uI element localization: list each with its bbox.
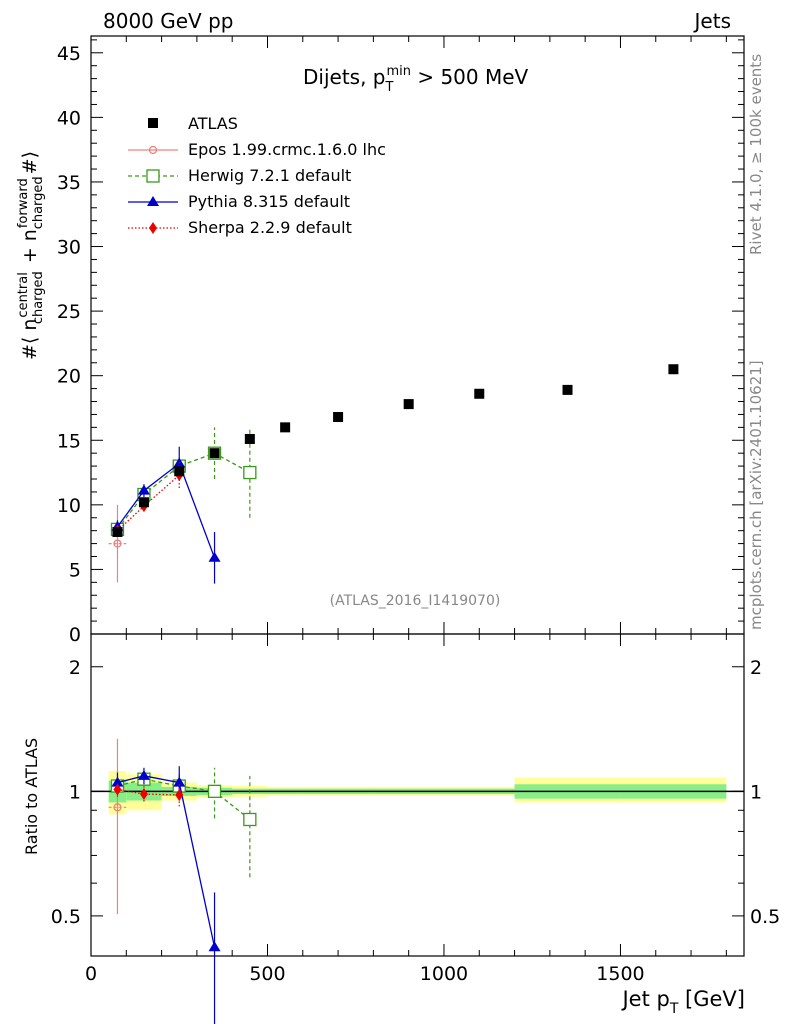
ratio-bands — [91, 770, 744, 815]
xtick-label: 0 — [85, 963, 97, 985]
main-point-atlas — [209, 448, 220, 459]
ratio-ytick-label: 1 — [69, 781, 81, 803]
main-point-herwig — [243, 465, 257, 480]
ratio-point-herwig — [207, 784, 222, 798]
main-point-atlas — [112, 526, 123, 537]
ratio-ytick-label-right: 0.5 — [750, 906, 780, 928]
ratio-series-pythia — [111, 766, 221, 1024]
ratio-ytick-label-right: 2 — [750, 657, 762, 679]
main-point-atlas — [138, 497, 149, 508]
ratio-point-pythia — [111, 776, 124, 787]
legend-marker-atlas — [148, 118, 158, 128]
main-ytick-label: 15 — [57, 430, 81, 452]
ratio-ytick-label-right: 1 — [750, 781, 762, 803]
analysis-watermark: (ATLAS_2016_I1419070) — [330, 593, 501, 609]
main-series-herwig — [110, 427, 257, 537]
legend-label-herwig: Herwig 7.2.1 default — [188, 166, 351, 185]
legend-label-sherpa: Sherpa 2.2.9 default — [188, 218, 352, 237]
main-point-atlas — [174, 466, 185, 477]
ratio-point-sherpa — [139, 788, 148, 801]
legend-label-atlas: ATLAS — [188, 114, 238, 133]
main-point-atlas — [403, 399, 414, 410]
header-right: Jets — [693, 9, 731, 33]
legend-entry-epos: Epos 1.99.crmc.1.6.0 lhc — [128, 140, 386, 159]
legend-entry-herwig: Herwig 7.2.1 default — [128, 166, 351, 185]
legend-marker-herwig — [146, 169, 160, 183]
main-ytick-label: 0 — [69, 624, 81, 646]
xtick-label: 500 — [249, 963, 285, 985]
axes: 0 5 10 15 20 25 30 35 40 45 0 500 1000 1500 0.5 0.5 1 1 2 2 — [51, 35, 780, 985]
legend-marker-sherpa — [149, 222, 157, 234]
main-ytick-label: 20 — [57, 366, 81, 388]
main-ytick-label: 5 — [69, 559, 81, 581]
legend-label-pythia: Pythia 8.315 default — [188, 192, 350, 211]
mcplots-label: mcplots.cern.ch [arXiv:2401.10621] — [747, 360, 765, 630]
chart-title: Dijets, pTmin > 500 MeV — [303, 64, 529, 95]
ratio-point-epos — [113, 803, 122, 812]
main-point-pythia — [137, 484, 150, 495]
header-left: 8000 GeV pp — [103, 9, 234, 33]
rivet-label: Rivet 4.1.0, ≥ 100k events — [747, 54, 765, 255]
main-point-atlas — [474, 388, 485, 399]
legend-marker-pythia — [147, 196, 159, 206]
ratio-point-pythia — [173, 776, 186, 787]
main-ytick-label: 45 — [57, 43, 81, 65]
xtick-label: 1500 — [596, 963, 644, 985]
ratio-y-label: Ratio to ATLAS — [22, 738, 41, 855]
legend-label-epos: Epos 1.99.crmc.1.6.0 lhc — [188, 140, 386, 159]
ratio-point-pythia — [137, 769, 150, 780]
legend-entry-pythia: Pythia 8.315 default — [128, 192, 350, 211]
main-ytick-label: 25 — [57, 301, 81, 323]
main-y-label: #⟨ ncentralcharged + nforwardcharged#⟩ — [16, 151, 46, 360]
main-line-herwig — [116, 452, 251, 530]
main-point-epos — [113, 539, 122, 548]
ratio-point-sherpa — [175, 788, 184, 801]
xtick-label: 1000 — [420, 963, 468, 985]
ratio-point-pythia — [208, 941, 221, 952]
main-series-epos — [108, 504, 127, 583]
ratio-ytick-label: 0.5 — [51, 906, 81, 928]
x-axis-label: Jet pT [GeV] — [620, 987, 745, 1017]
ratio-frame — [90, 633, 745, 957]
main-point-atlas — [333, 412, 344, 423]
main-point-atlas — [280, 422, 291, 433]
main-ytick-label: 30 — [57, 237, 81, 259]
ratio-ytick-label: 2 — [69, 657, 81, 679]
main-point-atlas — [562, 384, 573, 395]
ratio-panel-data — [108, 738, 257, 1024]
ratio-point-sherpa — [113, 783, 122, 796]
legend-entry-sherpa: Sherpa 2.2.9 default — [128, 218, 352, 237]
ratio-line-pythia — [117, 775, 216, 948]
main-ytick-label: 40 — [57, 107, 81, 129]
ratio-series-epos — [108, 738, 127, 915]
ratio-line-sherpa — [117, 788, 180, 796]
main-panel-data — [108, 364, 679, 584]
legend: ATLAS Epos 1.99.crmc.1.6.0 lhc Herwig 7.… — [128, 114, 386, 237]
main-point-atlas — [668, 364, 679, 375]
ratio-point-herwig — [243, 812, 257, 827]
legend-marker-epos — [148, 145, 158, 155]
ratio-series-sherpa — [113, 782, 184, 807]
main-series-atlas — [112, 364, 679, 537]
main-line-pythia — [116, 462, 216, 559]
main-point-pythia — [208, 551, 221, 562]
legend-entry-atlas: ATLAS — [148, 114, 238, 133]
main-ytick-label: 35 — [57, 172, 81, 194]
main-point-atlas — [244, 433, 255, 444]
main-ytick-label: 10 — [57, 495, 81, 517]
